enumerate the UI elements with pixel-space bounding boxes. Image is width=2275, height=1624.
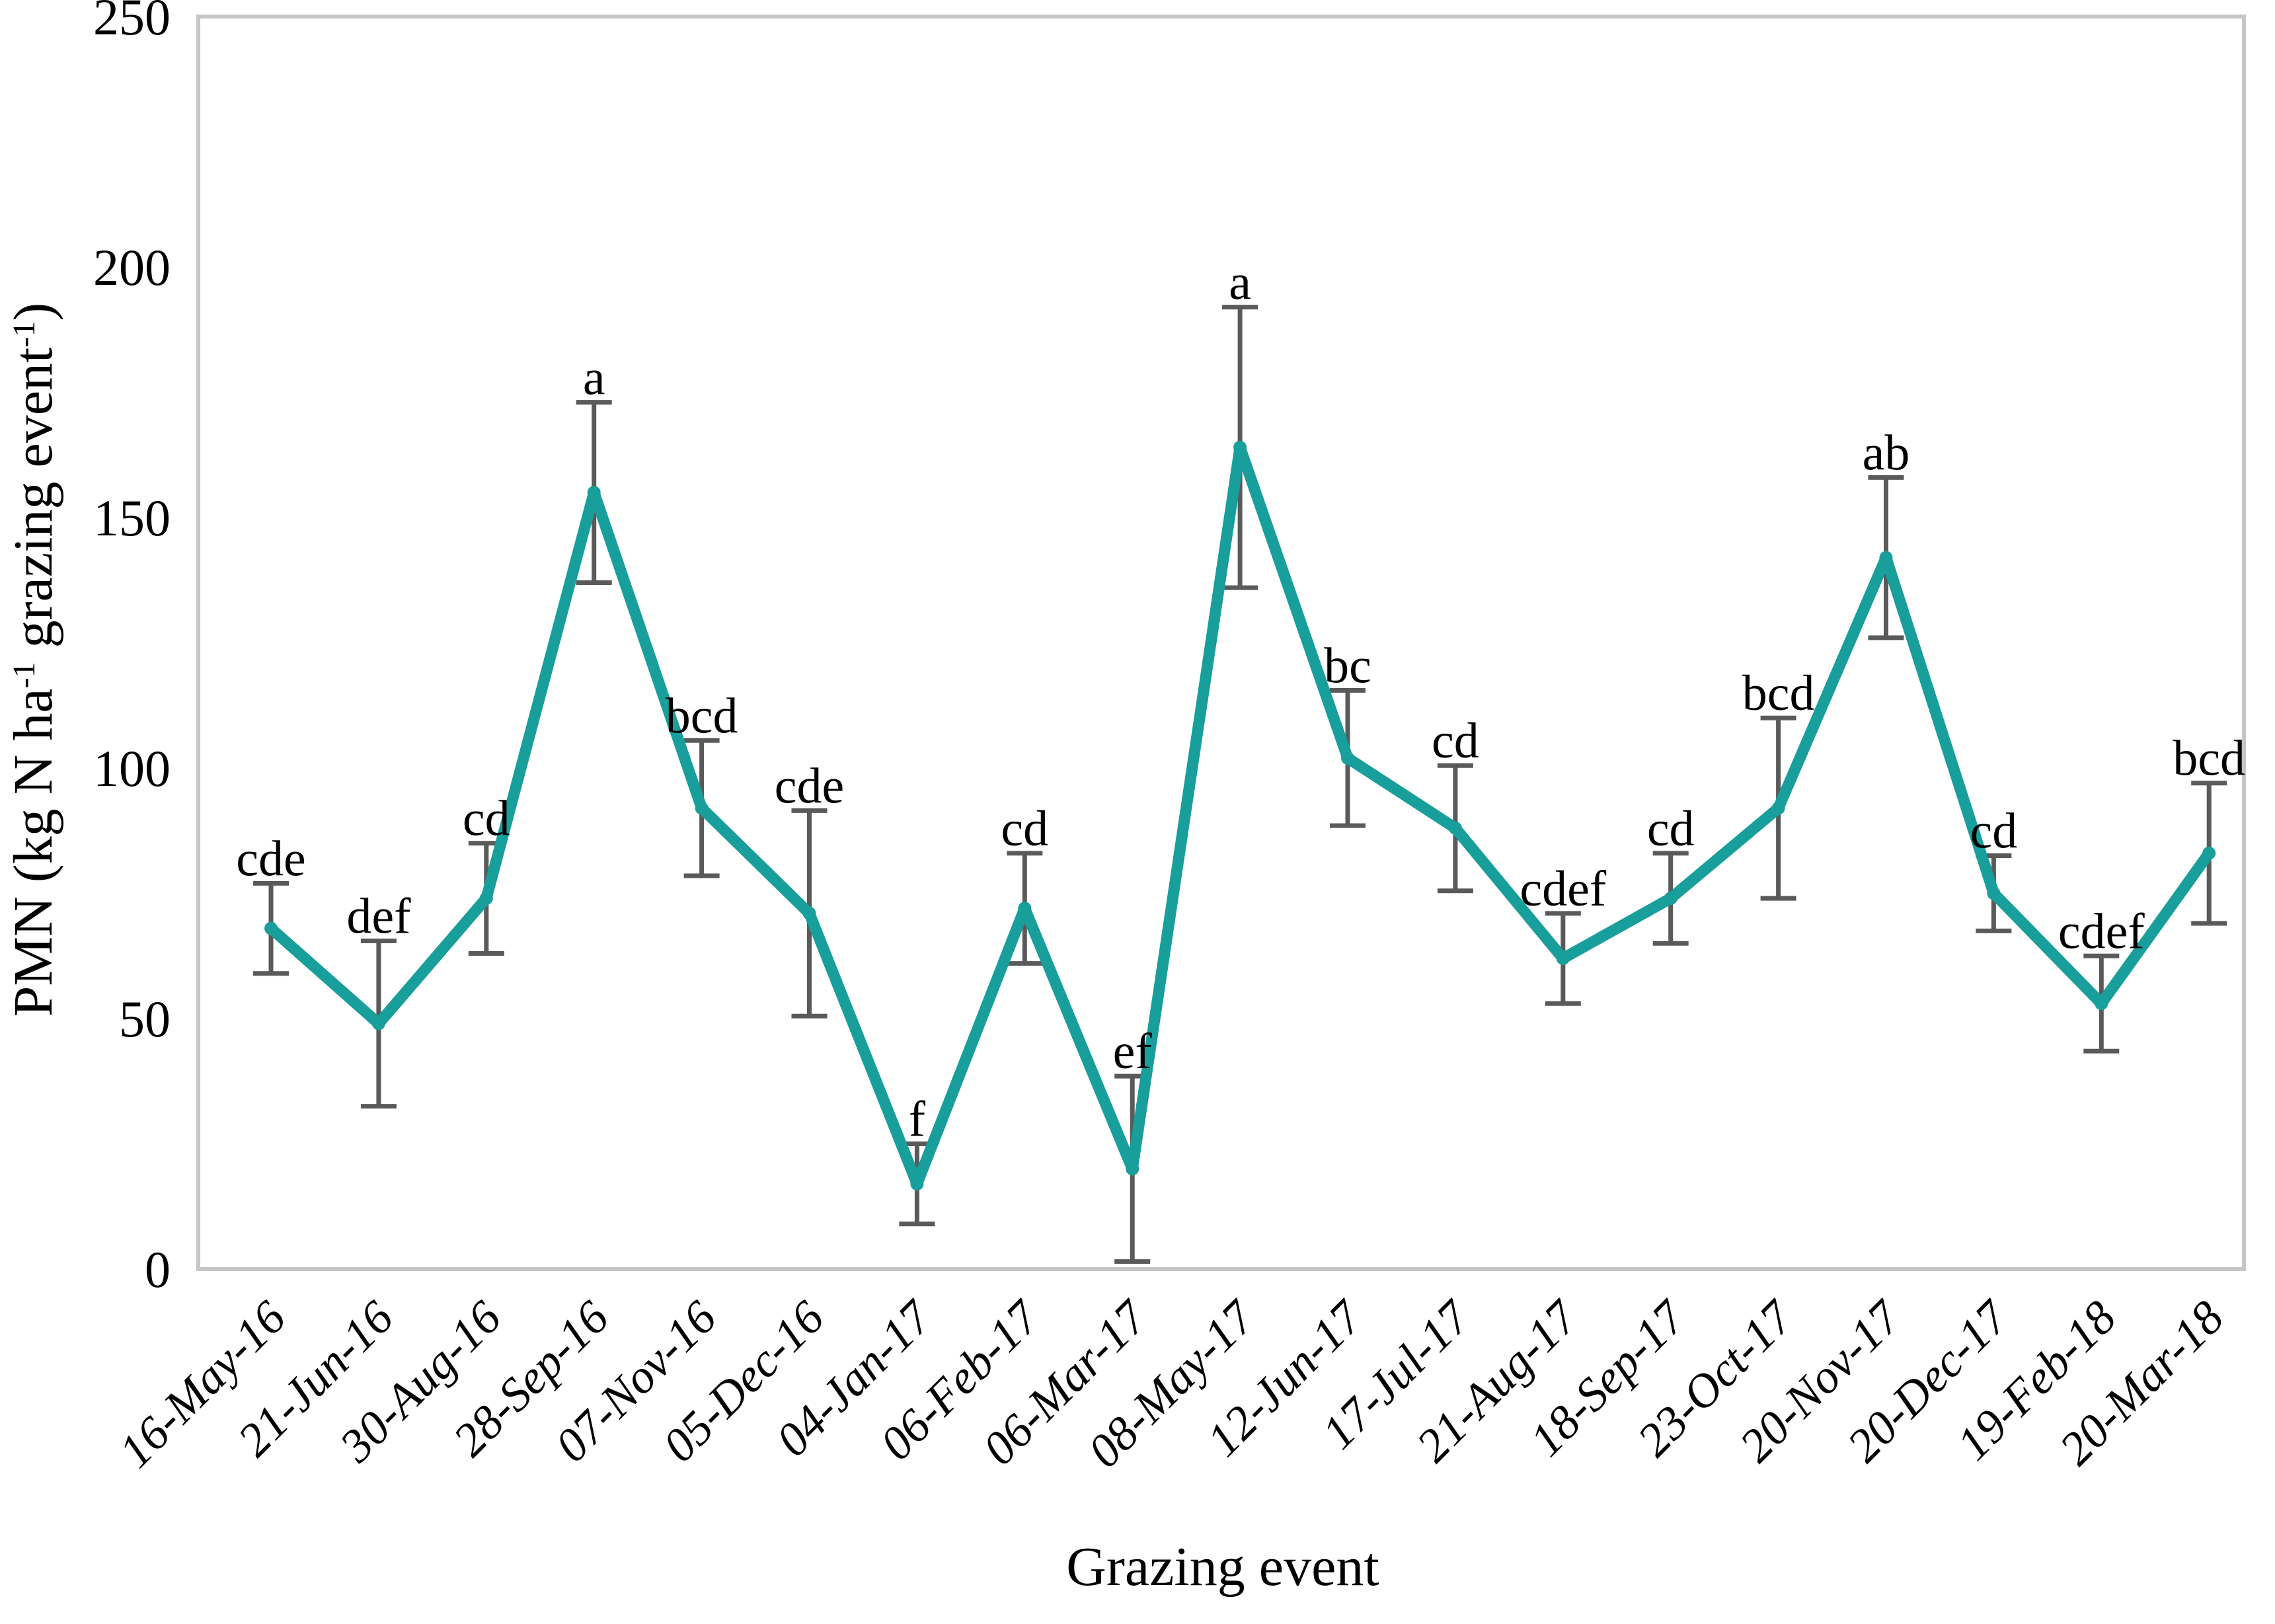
sig-letter-30-Aug-16: cd <box>463 791 510 847</box>
sig-letter-16-May-16: cde <box>236 831 305 886</box>
y-axis-title-text: PMN (kg N ha <box>3 688 64 1017</box>
data-point-marker-19-Feb-18 <box>2095 997 2108 1011</box>
y-axis-title-superscript: -1 <box>7 321 42 348</box>
data-point-marker-16-May-16 <box>264 921 278 935</box>
y-axis-title-text: grazing event <box>3 348 64 662</box>
sig-letter-28-Sep-16: a <box>583 350 605 406</box>
data-point-marker-20-Dec-17 <box>1987 886 2001 900</box>
plot-area: 05010015020025016-May-1621-Jun-1630-Aug-… <box>93 0 2245 1478</box>
data-point-marker-04-Jan-17 <box>910 1177 924 1191</box>
y-tick-label-200: 200 <box>93 239 171 296</box>
data-point-marker-20-Mar-18 <box>2202 846 2216 860</box>
sig-letter-18-Sep-17: cd <box>1647 801 1695 857</box>
data-point-marker-21-Jun-16 <box>371 1017 385 1030</box>
sig-letter-20-Mar-18: bcd <box>2173 731 2245 787</box>
y-axis-title-superscript: -1 <box>7 662 42 688</box>
sig-letter-08-May-17: a <box>1229 255 1251 311</box>
data-point-marker-20-Nov-17 <box>1879 551 1893 564</box>
sig-letter-05-Dec-16: cde <box>775 758 844 814</box>
sig-letter-06-Mar-17: ef <box>1113 1024 1153 1079</box>
data-point-marker-21-Aug-17 <box>1556 952 1570 966</box>
data-point-marker-30-Aug-16 <box>479 892 493 906</box>
sig-letter-12-Jun-17: bc <box>1324 638 1371 694</box>
sig-letter-06-Feb-17: cd <box>1001 801 1048 857</box>
data-point-marker-06-Mar-17 <box>1126 1162 1139 1176</box>
sig-letter-04-Jan-17: f <box>909 1092 926 1147</box>
data-point-marker-12-Jun-17 <box>1341 751 1354 765</box>
plot-frame <box>196 15 2246 1271</box>
y-tick-label-150: 150 <box>93 489 171 547</box>
sig-letter-20-Dec-17: cd <box>1970 804 2018 859</box>
sig-letter-21-Aug-17: cdef <box>1520 861 1606 917</box>
sig-letter-17-Jul-17: cd <box>1432 713 1479 769</box>
data-point-marker-05-Dec-16 <box>802 906 816 920</box>
y-tick-label-0: 0 <box>145 1241 171 1298</box>
data-point-marker-18-Sep-17 <box>1664 892 1677 906</box>
y-tick-label-100: 100 <box>93 740 171 797</box>
sig-letter-20-Nov-17: ab <box>1863 425 1910 481</box>
sig-letter-19-Feb-18: cdef <box>2058 904 2145 959</box>
sig-letter-23-Oct-17: bcd <box>1742 666 1815 721</box>
sig-letter-21-Jun-16: def <box>346 889 411 945</box>
sig-letter-07-Nov-16: bcd <box>666 688 738 744</box>
data-point-marker-07-Nov-16 <box>695 801 709 815</box>
data-point-marker-23-Oct-17 <box>1771 801 1785 815</box>
y-tick-label-250: 250 <box>93 0 171 46</box>
y-axis-title: PMN (kg N ha-1 grazing event-1) <box>3 303 64 1017</box>
data-point-marker-08-May-17 <box>1233 440 1247 454</box>
data-point-marker-28-Sep-16 <box>587 486 601 500</box>
y-axis-title-text: ) <box>3 303 64 321</box>
data-point-marker-06-Feb-17 <box>1018 902 1032 915</box>
data-point-marker-17-Jul-17 <box>1448 821 1462 835</box>
x-axis-title: Grazing event <box>1066 1536 1379 1598</box>
y-tick-label-50: 50 <box>119 990 171 1048</box>
